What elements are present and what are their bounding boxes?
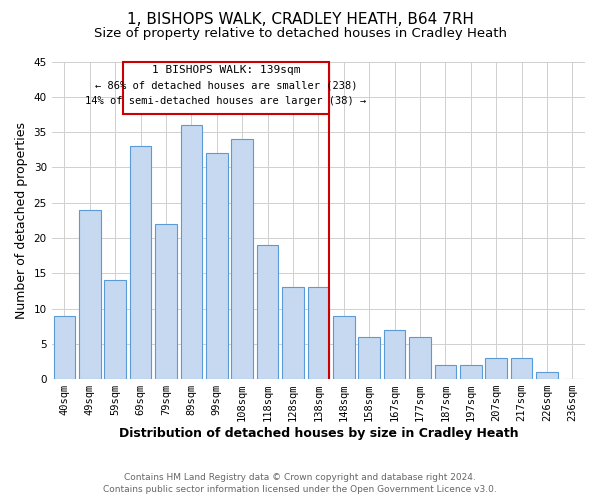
Bar [79,210,101,379]
Text: 1 BISHOPS WALK: 139sqm: 1 BISHOPS WALK: 139sqm [152,65,300,75]
Bar [536,372,557,379]
FancyBboxPatch shape [123,62,329,114]
Bar [308,288,329,379]
Bar [282,288,304,379]
Bar [511,358,532,379]
Text: Size of property relative to detached houses in Cradley Heath: Size of property relative to detached ho… [94,28,506,40]
Text: ← 86% of detached houses are smaller (238): ← 86% of detached houses are smaller (23… [95,80,357,90]
Bar [434,365,456,379]
Bar [257,245,278,379]
Bar [53,316,75,379]
Bar [333,316,355,379]
Bar [409,336,431,379]
X-axis label: Distribution of detached houses by size in Cradley Heath: Distribution of detached houses by size … [119,427,518,440]
Y-axis label: Number of detached properties: Number of detached properties [15,122,28,319]
Bar [206,153,227,379]
Bar [181,125,202,379]
Bar [232,139,253,379]
Bar [485,358,507,379]
Text: 1, BISHOPS WALK, CRADLEY HEATH, B64 7RH: 1, BISHOPS WALK, CRADLEY HEATH, B64 7RH [127,12,473,28]
Bar [460,365,482,379]
Bar [384,330,406,379]
Bar [130,146,151,379]
Bar [358,336,380,379]
Text: Contains HM Land Registry data © Crown copyright and database right 2024.
Contai: Contains HM Land Registry data © Crown c… [103,472,497,494]
Bar [104,280,126,379]
Bar [155,224,177,379]
Text: 14% of semi-detached houses are larger (38) →: 14% of semi-detached houses are larger (… [85,96,367,106]
